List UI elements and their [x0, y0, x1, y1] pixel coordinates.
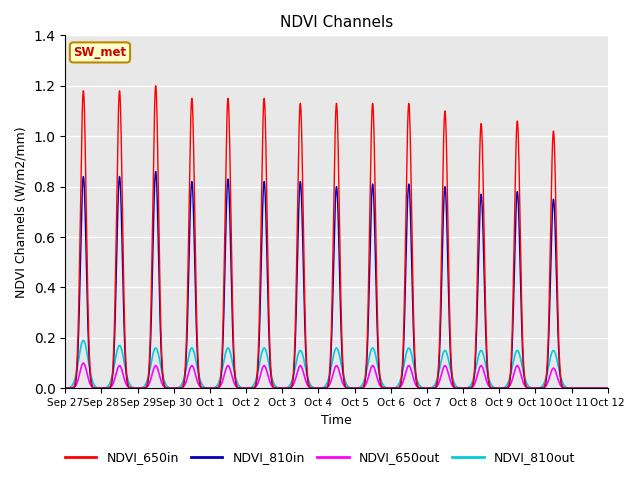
Line: NDVI_810out: NDVI_810out	[65, 340, 608, 388]
NDVI_650out	[172, 385, 179, 391]
NDVI_650out	[264, 374, 272, 380]
NDVI_650in	[264, 286, 272, 291]
NDVI_810in	[604, 385, 612, 391]
NDVI_810in	[488, 385, 496, 391]
NDVI_810in	[61, 385, 69, 391]
NDVI_810out	[79, 337, 87, 343]
NDVI_650out	[602, 385, 610, 391]
NDVI_650out	[61, 385, 69, 391]
NDVI_650out	[412, 381, 419, 387]
NDVI_650in	[177, 385, 185, 391]
Text: SW_met: SW_met	[74, 46, 127, 59]
NDVI_650in	[602, 385, 610, 391]
Line: NDVI_650in: NDVI_650in	[65, 86, 608, 388]
NDVI_810in	[602, 385, 610, 391]
NDVI_810out	[177, 382, 185, 388]
NDVI_810in	[264, 314, 272, 320]
Line: NDVI_810in: NDVI_810in	[65, 171, 608, 388]
Line: NDVI_650out: NDVI_650out	[65, 363, 608, 388]
NDVI_650in	[61, 385, 69, 391]
NDVI_810out	[412, 370, 419, 376]
Y-axis label: NDVI Channels (W/m2/mm): NDVI Channels (W/m2/mm)	[15, 126, 28, 298]
NDVI_810out	[264, 359, 272, 364]
NDVI_810out	[604, 385, 612, 391]
NDVI_650out	[488, 385, 496, 391]
NDVI_810out	[488, 383, 496, 389]
NDVI_650out	[79, 360, 87, 366]
NDVI_810out	[61, 385, 69, 391]
Title: NDVI Channels: NDVI Channels	[280, 15, 393, 30]
NDVI_810in	[177, 385, 185, 391]
Legend: NDVI_650in, NDVI_810in, NDVI_650out, NDVI_810out: NDVI_650in, NDVI_810in, NDVI_650out, NDV…	[60, 446, 580, 469]
NDVI_810in	[412, 369, 419, 374]
NDVI_810in	[172, 385, 179, 391]
X-axis label: Time: Time	[321, 414, 352, 427]
NDVI_650in	[604, 385, 612, 391]
NDVI_650in	[152, 83, 159, 89]
NDVI_650out	[177, 385, 185, 391]
NDVI_650in	[488, 385, 496, 391]
NDVI_810out	[172, 385, 179, 391]
NDVI_650in	[172, 385, 179, 391]
NDVI_650out	[604, 385, 612, 391]
NDVI_810in	[152, 168, 159, 174]
NDVI_810out	[602, 385, 610, 391]
NDVI_650in	[412, 362, 419, 368]
